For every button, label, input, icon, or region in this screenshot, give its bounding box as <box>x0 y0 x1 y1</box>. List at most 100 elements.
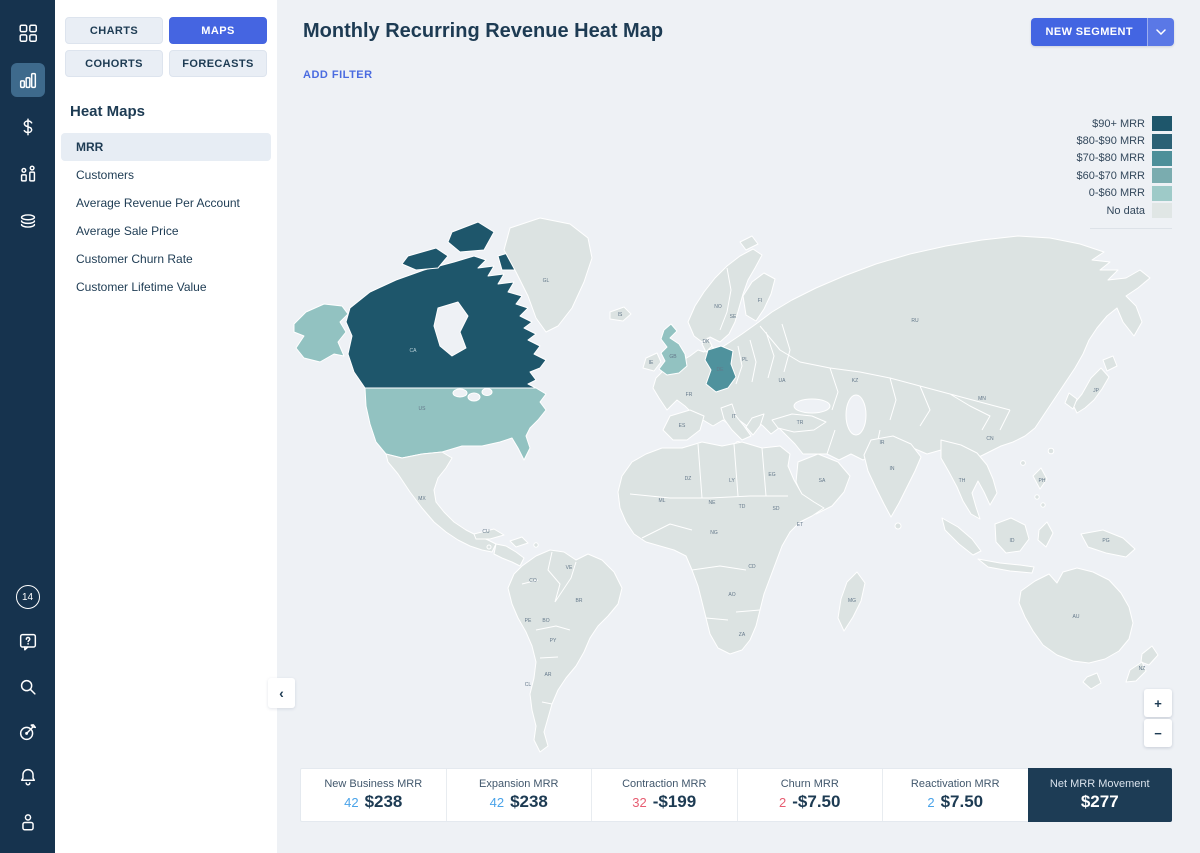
country-label-ly: LY <box>729 478 735 484</box>
country-turkey[interactable] <box>771 413 827 433</box>
nz-north-island[interactable] <box>1140 645 1159 666</box>
country-canada-island[interactable] <box>447 221 495 253</box>
zoom-in-button[interactable]: + <box>1144 689 1172 717</box>
philippine-island[interactable] <box>1034 494 1040 500</box>
chevron-down-icon[interactable] <box>1147 18 1174 46</box>
data-database-icon[interactable] <box>11 204 45 238</box>
country-denmark[interactable] <box>701 337 713 353</box>
hokkaido[interactable] <box>1102 355 1118 372</box>
philippine-island[interactable] <box>1040 502 1046 508</box>
nz-south-island[interactable] <box>1125 661 1147 683</box>
country-cuba[interactable] <box>473 528 505 540</box>
notifications-bell-icon[interactable] <box>11 760 45 794</box>
stat-count: 42 <box>489 795 505 810</box>
stat-card-expansion-mrr[interactable]: Expansion MRR 42 $238 <box>447 769 592 821</box>
java[interactable] <box>977 558 1035 574</box>
legend-label: 0-$60 MRR <box>1088 187 1145 200</box>
new-guinea[interactable] <box>1080 529 1136 558</box>
taiwan[interactable] <box>1047 447 1055 455</box>
revenue-dollar-icon[interactable] <box>11 110 45 144</box>
menu-item-customer-lifetime-value[interactable]: Customer Lifetime Value <box>76 280 207 294</box>
new-segment-button[interactable]: NEW SEGMENT <box>1031 18 1174 46</box>
country-japan[interactable] <box>1072 367 1110 414</box>
south-america[interactable] <box>507 549 623 753</box>
country-spain[interactable] <box>662 409 705 441</box>
account-user-icon[interactable] <box>11 805 45 839</box>
country-label-pg: PG <box>1102 538 1109 544</box>
stat-count: 32 <box>632 795 647 810</box>
country-label-gb: GB <box>669 354 677 360</box>
legend-row: $90+ MRR <box>1092 115 1172 132</box>
stat-card-reactivation-mrr[interactable]: Reactivation MRR 2 $7.50 <box>883 769 1029 821</box>
island[interactable] <box>533 542 539 548</box>
charts-nav-icon[interactable] <box>10 63 45 97</box>
country-finland[interactable] <box>742 272 776 322</box>
country-india[interactable] <box>863 435 922 518</box>
customers-icon[interactable] <box>11 157 45 191</box>
add-filter-link[interactable]: ADD FILTER <box>303 69 373 81</box>
country-label-us: US <box>419 406 427 412</box>
country-usa[interactable] <box>364 387 547 461</box>
world-heatmap-canvas[interactable]: CA US GL MX CU CO VE PE BR BO PY AR CL IS IE GB NO SE FI DK… <box>290 110 1160 760</box>
country-label-et: ET <box>797 522 803 528</box>
island[interactable] <box>486 544 492 550</box>
menu-item-customer-churn-rate[interactable]: Customer Churn Rate <box>76 252 193 266</box>
country-label-cd: CD <box>748 564 756 570</box>
search-icon[interactable] <box>11 670 45 704</box>
scandinavia[interactable] <box>687 248 763 343</box>
tab-cohorts[interactable]: COHORTS <box>65 50 163 77</box>
country-australia[interactable] <box>1018 567 1134 664</box>
central-america[interactable] <box>493 543 525 567</box>
country-madagascar[interactable] <box>837 571 866 632</box>
trial-days-badge[interactable]: 14 <box>11 580 45 614</box>
stat-card-contraction-mrr[interactable]: Contraction MRR 32 -$199 <box>592 769 738 821</box>
country-us-alaska[interactable] <box>293 303 349 363</box>
goals-target-icon[interactable] <box>11 715 45 749</box>
svalbard[interactable] <box>739 235 759 251</box>
legend-row: 0-$60 MRR <box>1089 185 1172 202</box>
menu-item-average-sale-price[interactable]: Average Sale Price <box>76 224 179 238</box>
menu-item-average-revenue-per-account[interactable]: Average Revenue Per Account <box>76 196 240 210</box>
legend-row: No data <box>1106 202 1172 219</box>
eurasia[interactable] <box>652 235 1151 461</box>
sulawesi[interactable] <box>1037 521 1054 548</box>
hainan[interactable] <box>1020 460 1026 466</box>
collapse-sidebar-button[interactable]: ‹ <box>268 678 295 708</box>
country-hispaniola[interactable] <box>509 536 529 548</box>
menu-item-customers[interactable]: Customers <box>76 168 135 182</box>
stat-card-churn-mrr[interactable]: Churn MRR 2 -$7.50 <box>738 769 883 821</box>
country-iceland[interactable] <box>609 306 632 322</box>
menu-item-mrr[interactable]: MRR <box>61 133 271 161</box>
country-greece[interactable] <box>745 413 765 436</box>
zoom-out-button[interactable]: − <box>1144 719 1172 747</box>
country-label-kz: KZ <box>852 378 858 384</box>
country-ireland[interactable] <box>642 352 662 372</box>
tab-forecasts[interactable]: FORECASTS <box>169 50 267 77</box>
tasmania[interactable] <box>1082 672 1102 690</box>
tab-maps[interactable]: MAPS <box>169 17 267 44</box>
country-italy[interactable] <box>720 403 752 441</box>
tab-charts[interactable]: CHARTS <box>65 17 163 44</box>
country-greenland[interactable] <box>503 217 593 333</box>
country-label-de: DE <box>717 367 725 373</box>
dashboard-grid-icon[interactable] <box>11 16 45 50</box>
sumatra[interactable] <box>941 517 982 556</box>
country-uk[interactable] <box>658 323 688 376</box>
africa[interactable] <box>617 441 825 655</box>
sri-lanka[interactable] <box>894 522 902 530</box>
indochina[interactable] <box>940 439 998 520</box>
stat-card-net-mrr-movement[interactable]: Net MRR Movement $277 <box>1027 768 1172 822</box>
country-label-fr: FR <box>686 392 693 398</box>
stat-card-new-business-mrr[interactable]: New Business MRR 42 $238 <box>301 769 447 821</box>
country-germany[interactable] <box>704 345 737 393</box>
help-icon[interactable] <box>11 625 45 659</box>
country-label-se: SE <box>730 314 737 320</box>
africa-borders <box>629 443 788 621</box>
country-label-ve: VE <box>566 565 573 571</box>
country-label-ml: ML <box>659 498 666 504</box>
stat-amount: $238 <box>510 792 548 811</box>
philippines[interactable] <box>1032 467 1048 490</box>
country-canada-island[interactable] <box>401 247 449 271</box>
korea[interactable] <box>1064 392 1078 410</box>
borneo[interactable] <box>994 517 1030 554</box>
